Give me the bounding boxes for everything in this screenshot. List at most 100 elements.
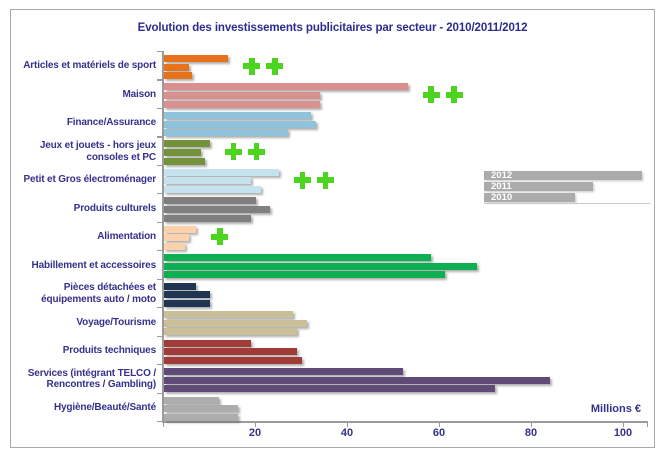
category-label-line: Jeux et jouets - hors jeux [39, 140, 156, 152]
bar-2010 [164, 299, 210, 307]
plus-icon [294, 171, 311, 189]
category-label: Maison [4, 78, 156, 110]
category-label-line: Habillement et accessoires [31, 259, 157, 271]
bar-2010 [164, 385, 496, 393]
category-label-line: Finance/Assurance [66, 117, 156, 129]
category-label: Alimentation [4, 221, 156, 253]
category-label-line: Produits culturels [73, 202, 156, 214]
bar-2011 [164, 234, 190, 242]
bar-2012 [164, 111, 312, 119]
legend-item-2011: 2011 [484, 181, 593, 192]
category-label-line: Produits techniques [62, 345, 156, 357]
category-label: Articles et matériels de sport [4, 50, 156, 82]
bar-2010 [164, 157, 206, 165]
x-axis-tick [530, 421, 532, 427]
plus-icon [243, 57, 261, 75]
x-axis-tick [438, 421, 440, 427]
bar-2011 [164, 120, 316, 128]
y-axis-tick [157, 392, 162, 394]
y-axis-line [161, 51, 164, 422]
bar-2011 [164, 376, 551, 384]
bar-2012 [164, 55, 229, 62]
y-axis-tick [157, 51, 162, 53]
plus-icon [317, 171, 334, 189]
bar-2010 [164, 129, 289, 137]
category-label-line: Petit et Gros électroménager [23, 174, 156, 186]
x-tick-label: 60 [432, 427, 446, 439]
y-axis-tick [157, 136, 162, 138]
category-label: Services (intégrant TELCO / Rencontres / … [4, 363, 156, 395]
y-axis-tick [157, 420, 162, 423]
y-axis-tick [157, 193, 162, 195]
bar-2012 [164, 225, 197, 233]
y-axis-tick [157, 278, 162, 280]
category-label: Hygiène/Beauté/Santé [4, 392, 156, 424]
bar-2010 [164, 72, 192, 80]
plus-icon [225, 143, 242, 161]
bar-2011 [164, 348, 298, 356]
x-axis-tick [254, 421, 256, 427]
bar-2011 [164, 148, 201, 156]
category-label-line: Maison [122, 88, 156, 100]
bar-2012 [164, 396, 220, 404]
bar-2011 [164, 92, 321, 100]
x-tick-label: 80 [524, 427, 538, 439]
legend-item-2010: 2010 [484, 192, 575, 203]
legend-item-2012: 2012 [484, 170, 642, 181]
category-label: Habillement et accessoires [4, 249, 157, 281]
bar-2012 [164, 368, 404, 376]
bar-2010 [164, 413, 238, 421]
bar-2011 [164, 205, 270, 213]
plus-icon [445, 86, 463, 104]
bar-2011 [164, 291, 210, 299]
category-label-line: équipements auto / moto [41, 293, 156, 305]
bar-2011 [164, 177, 252, 185]
category-label-line: Services (intégrant TELCO / [27, 367, 156, 379]
category-label-line: Voyage/Tourisme [76, 316, 156, 328]
plus-icon [248, 143, 265, 161]
y-axis-tick [157, 221, 162, 223]
bar-2012 [164, 197, 256, 205]
y-axis-tick [157, 307, 162, 309]
x-tick-label: 40 [340, 427, 354, 439]
x-axis-line [161, 421, 648, 423]
x-axis-end-tick [647, 421, 649, 427]
bar-2010 [164, 271, 445, 279]
bar-2011 [164, 262, 477, 270]
category-label: Produits culturels [4, 192, 156, 224]
plus-icon [266, 57, 284, 75]
x-axis-tick [622, 421, 624, 427]
category-label: Pièces détachées et équipements auto / mo… [4, 278, 156, 310]
bar-2010 [164, 100, 321, 108]
category-label: Voyage/Tourisme [4, 306, 156, 338]
bar-2010 [164, 242, 185, 250]
x-axis-tick [162, 421, 164, 427]
category-label: Petit et Gros électroménager [4, 164, 156, 196]
bar-2012 [164, 311, 293, 319]
category-label-line: Alimentation [97, 231, 156, 243]
category-label: Finance/Assurance [4, 107, 156, 139]
bar-2012 [164, 339, 252, 347]
bar-2012 [164, 83, 408, 91]
axis-unit-label: Millions € [590, 403, 641, 415]
category-label: Jeux et jouets - hors jeux consoles et PC [4, 135, 156, 167]
category-label-line: consoles et PC [86, 151, 156, 163]
bar-2010 [164, 214, 252, 222]
bar-2012 [164, 282, 197, 290]
bar-2010 [164, 356, 302, 364]
y-axis-tick [157, 250, 162, 252]
bar-2012 [164, 140, 210, 148]
plus-icon [211, 228, 229, 246]
bar-2011 [164, 63, 190, 71]
y-axis-tick [157, 107, 162, 110]
category-label-line: Rencontres / Gambling) [46, 379, 157, 391]
x-tick-label: 20 [248, 427, 262, 439]
y-axis-tick [157, 79, 162, 81]
bar-2010 [164, 328, 298, 336]
y-axis-tick [157, 164, 162, 167]
chart-title: Evolution des investissements publicitai… [137, 22, 528, 34]
y-axis-tick [157, 335, 162, 337]
category-label-line: Articles et matériels de sport [23, 60, 156, 72]
bar-2011 [164, 319, 307, 327]
